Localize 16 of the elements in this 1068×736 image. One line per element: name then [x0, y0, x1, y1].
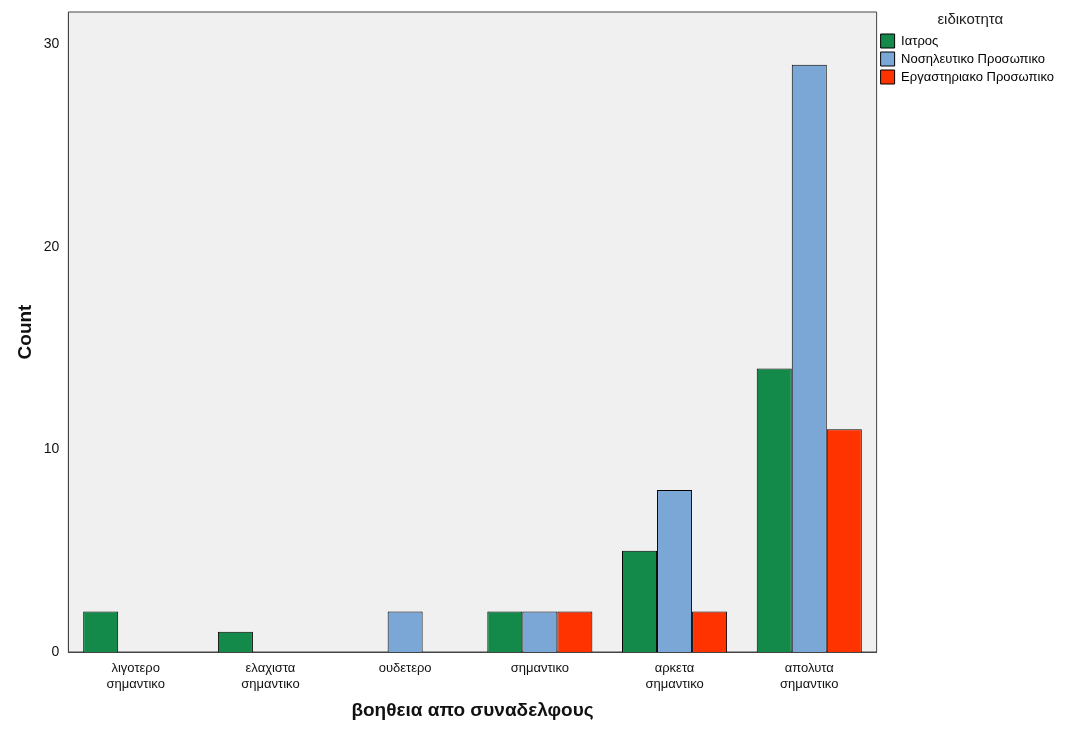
x-axis-title: βοηθεια απο συναδελφους — [351, 698, 594, 720]
legend-title: ειδικοτητα — [937, 9, 1004, 27]
legend-label: Εργαστηριακο Προσωπικο — [901, 68, 1055, 84]
x-tick-label: ουδετερο — [378, 660, 432, 676]
x-tick-label: απολυτα σημαντικο — [780, 660, 839, 691]
x-tick-label: σημαντικο — [510, 660, 570, 676]
x-tick-label: λιγοτερο σημαντικο — [106, 660, 165, 691]
y-tick-label: 0 — [51, 642, 60, 659]
legend-label: Ιατρος — [901, 32, 939, 48]
x-tick-label: ελαχιστα σημαντικο — [241, 660, 300, 691]
legend-label: Νοσηλευτικο Προσωπικο — [901, 50, 1046, 66]
y-tick-label: 10 — [43, 440, 60, 457]
y-tick-label: 20 — [43, 237, 60, 254]
y-axis-title: Count — [13, 303, 35, 360]
x-tick-label: αρκετα σημαντικο — [645, 660, 704, 691]
y-tick-label: 30 — [43, 35, 60, 52]
